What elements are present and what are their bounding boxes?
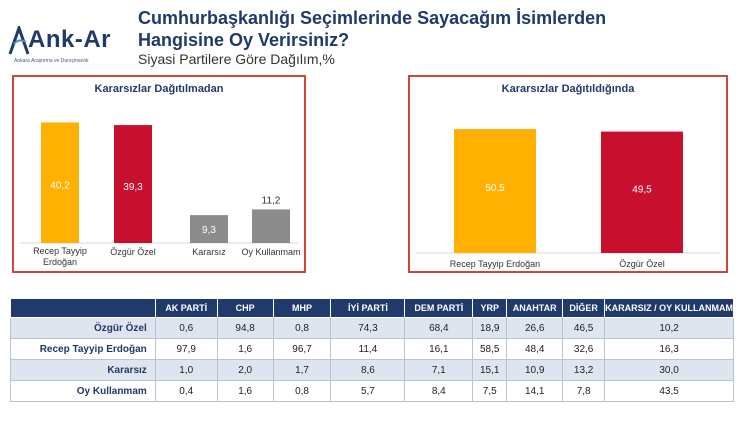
chart-title: Kararsızlar Dağıtılmadan: [95, 83, 224, 95]
table-cell: 48,4: [506, 338, 564, 360]
column-header: İYİ PARTİ: [330, 298, 406, 318]
table-cell: 1,6: [216, 338, 274, 360]
table-cell: 15,1: [472, 359, 508, 381]
bar-data-label: 11,2: [262, 195, 281, 206]
table-cell: 18,9: [472, 317, 508, 339]
table-cell: 2,0: [216, 359, 274, 381]
page-subtitle: Siyasi Partilere Göre Dağılım,%: [138, 51, 335, 67]
chart-undistributed: Kararsızlar Dağıtılmadan 40,2 Recep Tayyip…: [20, 83, 301, 267]
logo-tagline: Ankara Araştırma ve Danışmanlık: [14, 58, 89, 64]
category-label: Oy Kullanmam: [241, 247, 300, 257]
table-cell: 7,8: [562, 380, 606, 402]
table-cell: 1,7: [272, 359, 332, 381]
column-header: YRP: [472, 298, 508, 318]
table-row: Özgür Özel 0,6 94,8 0,8 74,3 68,4 18,9 26,6 46,5…: [10, 317, 734, 339]
table-cell: 16,3: [604, 338, 734, 360]
table-cell: 32,6: [562, 338, 606, 360]
table-corner-cell: [10, 298, 156, 318]
table-cell: 97,9: [154, 338, 218, 360]
row-label: Özgür Özel: [10, 317, 156, 339]
table-cell: 94,8: [216, 317, 274, 339]
column-header: MHP: [272, 298, 332, 318]
column-header: AK PARTİ: [154, 298, 218, 318]
category-label: Recep Tayyip Erdoğan: [450, 259, 540, 269]
page-title-line2: Hangisine Oy Verirsiniz?: [138, 30, 350, 50]
table-cell: 8,4: [404, 380, 474, 402]
table-cell: 8,6: [330, 359, 406, 381]
bar: [190, 215, 228, 243]
table-row: Oy Kullanmam 0,4 1,6 0,8 5,7 8,4 7,5 14,1 7,8 43,…: [10, 380, 734, 402]
table-cell: 96,7: [272, 338, 332, 360]
table-cell: 0,6: [154, 317, 218, 339]
table-cell: 5,7: [330, 380, 406, 402]
party-distribution-table: AK PARTİ CHP MHP İYİ PARTİ DEM PARTİ YRP ANAHT…: [10, 298, 734, 402]
table-cell: 1,6: [216, 380, 274, 402]
bar-data-label: 39,3: [123, 182, 143, 193]
page-title-line1: Cumhurbaşkanlığı Seçimlerinde Sayacağım …: [138, 8, 607, 28]
row-label: Kararsız: [10, 359, 156, 381]
table-cell: 0,8: [272, 317, 332, 339]
row-label: Recep Tayyip Erdoğan: [10, 338, 156, 360]
bar-data-label: 9,3: [202, 225, 216, 236]
bar-data-label: 49,5: [632, 184, 652, 195]
table-cell: 7,1: [404, 359, 474, 381]
category-label: Recep Tayyip Erdoğan: [33, 246, 87, 267]
bar: [252, 209, 290, 243]
table-cell: 10,2: [604, 317, 734, 339]
bar-data-label: 40,2: [50, 181, 70, 192]
column-header: DİĞER: [562, 298, 606, 318]
column-header: ANAHTAR: [506, 298, 564, 318]
table-cell: 10,9: [506, 359, 564, 381]
bar: [601, 131, 683, 253]
column-header: DEM PARTİ: [404, 298, 474, 318]
table-header-row: AK PARTİ CHP MHP İYİ PARTİ DEM PARTİ YRP ANAHT…: [10, 298, 734, 318]
logo-mark-icon: [8, 26, 30, 55]
table-cell: 43,5: [604, 380, 734, 402]
table-row: Recep Tayyip Erdoğan 97,9 1,6 96,7 11,4 16,1 5…: [10, 338, 734, 360]
bar: [454, 129, 536, 253]
category-label: Özgür Özel: [110, 247, 156, 257]
category-label: Özgür Özel: [619, 259, 665, 269]
table-cell: 7,5: [472, 380, 508, 402]
table-cell: 74,3: [330, 317, 406, 339]
table-cell: 14,1: [506, 380, 564, 402]
table-cell: 0,4: [154, 380, 218, 402]
row-label: Oy Kullanmam: [10, 380, 156, 402]
table-cell: 0,8: [272, 380, 332, 402]
logo: Ank-Ar Ankara Araştırma ve Danışmanlık: [8, 20, 118, 68]
table-cell: 68,4: [404, 317, 474, 339]
table-cell: 13,2: [562, 359, 606, 381]
table-cell: 30,0: [604, 359, 734, 381]
table-cell: 46,5: [562, 317, 606, 339]
bar: [114, 125, 152, 243]
table-cell: 16,1: [404, 338, 474, 360]
chart-panel-undistributed: Kararsızlar Dağıtılmadan 40,2 Recep Tayyip…: [12, 75, 306, 273]
column-header: CHP: [216, 298, 274, 318]
bar-data-label: 50,5: [485, 183, 505, 194]
table-cell: 26,6: [506, 317, 564, 339]
table-row: Kararsız 1,0 2,0 1,7 8,6 7,1 15,1 10,9 13,2 30,0: [10, 359, 734, 381]
table-cell: 58,5: [472, 338, 508, 360]
table-body: Özgür Özel 0,6 94,8 0,8 74,3 68,4 18,9 26,6 46,5…: [10, 317, 734, 402]
bar: [41, 122, 79, 243]
table-cell: 1,0: [154, 359, 218, 381]
table-cell: 11,4: [330, 338, 406, 360]
chart-panel-distributed: Kararsızlar Dağıtıldığında 50,5 Recep Tayy…: [408, 75, 728, 273]
logo-name: Ank-Ar: [28, 26, 112, 53]
chart-distributed: Kararsızlar Dağıtıldığında 50,5 Recep Tayy…: [416, 83, 720, 269]
column-header: KARARSIZ / OY KULLANMAM: [604, 298, 734, 318]
chart-title: Kararsızlar Dağıtıldığında: [502, 83, 636, 95]
category-label: Kararsız: [192, 247, 226, 257]
